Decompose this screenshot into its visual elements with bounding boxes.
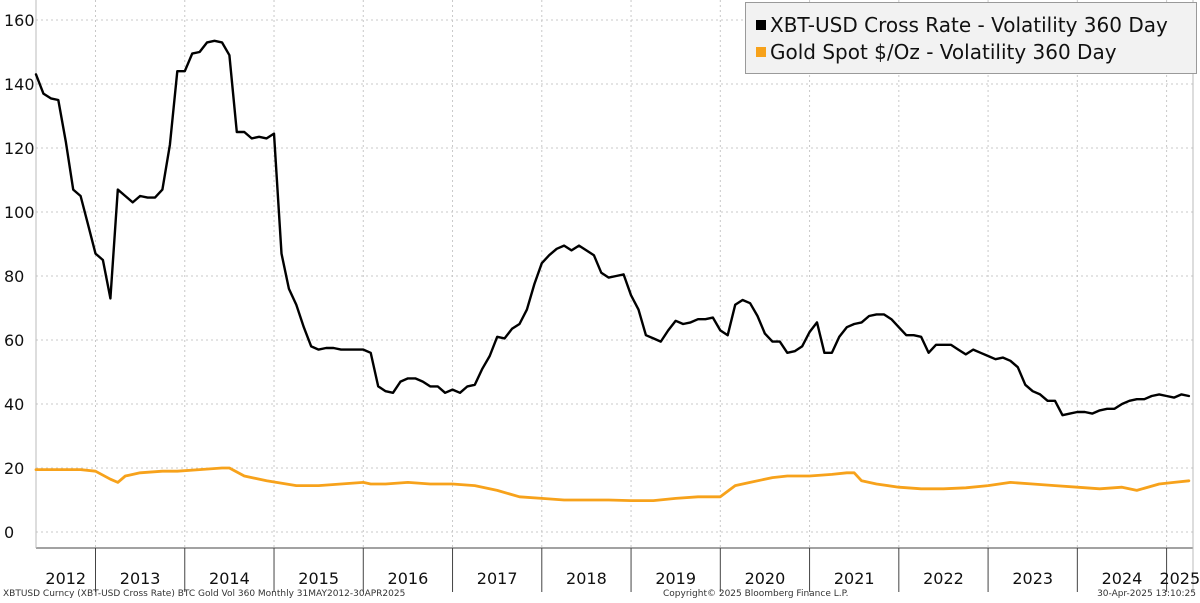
y-tick-label: 80	[4, 267, 24, 286]
legend-item-gold: Gold Spot $/Oz - Volatility 360 Day	[756, 39, 1117, 65]
x-tick-label: 2012	[45, 569, 86, 588]
y-tick-label: 40	[4, 395, 24, 414]
legend-label-xbt: XBT-USD Cross Rate - Volatility 360 Day	[770, 13, 1168, 37]
y-tick-label: 20	[4, 459, 24, 478]
x-tick-label: 2018	[566, 569, 607, 588]
y-tick-label: 60	[4, 331, 24, 350]
x-tick-label: 2021	[834, 569, 875, 588]
footer-timestamp: 30-Apr-2025 13:10:25	[1097, 589, 1196, 599]
x-tick-label: 2020	[745, 569, 786, 588]
x-tick-label: 2025	[1159, 569, 1200, 588]
x-tick-label: 2014	[209, 569, 250, 588]
legend-item-xbt: XBT-USD Cross Rate - Volatility 360 Day	[756, 12, 1168, 38]
x-tick-label: 2023	[1012, 569, 1053, 588]
legend-swatch-gold	[756, 47, 766, 57]
x-tick-label: 2016	[388, 569, 429, 588]
grid-lines	[36, 0, 1193, 548]
x-tick-label: 2015	[298, 569, 339, 588]
x-tick-label: 2024	[1102, 569, 1143, 588]
x-tick-label: 2013	[120, 569, 161, 588]
legend-label-gold: Gold Spot $/Oz - Volatility 360 Day	[770, 40, 1117, 64]
y-tick-label: 0	[4, 523, 14, 542]
tick-labels: 0 20 40 60 80 100 120 140 160 2012 2013 2014 2015 201…	[4, 11, 1200, 588]
y-tick-label: 140	[4, 75, 35, 94]
legend-swatch-xbt	[756, 20, 766, 30]
series-line-gold-volatility	[34, 466, 1191, 503]
chart-legend: XBT-USD Cross Rate - Volatility 360 Day …	[745, 2, 1197, 74]
axes	[35, 0, 1194, 592]
y-tick-label: 160	[4, 11, 35, 30]
y-tick-label: 100	[4, 203, 35, 222]
footer-copyright: Copyright© 2025 Bloomberg Finance L.P.	[663, 589, 849, 599]
x-tick-label: 2017	[477, 569, 518, 588]
series-line-xbt-volatility	[34, 39, 1191, 417]
x-tick-label: 2019	[655, 569, 696, 588]
footer-source: XBTUSD Curncy (XBT-USD Cross Rate) BTC G…	[3, 589, 406, 599]
x-tick-label: 2022	[923, 569, 964, 588]
series-lines	[34, 39, 1191, 503]
y-tick-label: 120	[4, 139, 35, 158]
